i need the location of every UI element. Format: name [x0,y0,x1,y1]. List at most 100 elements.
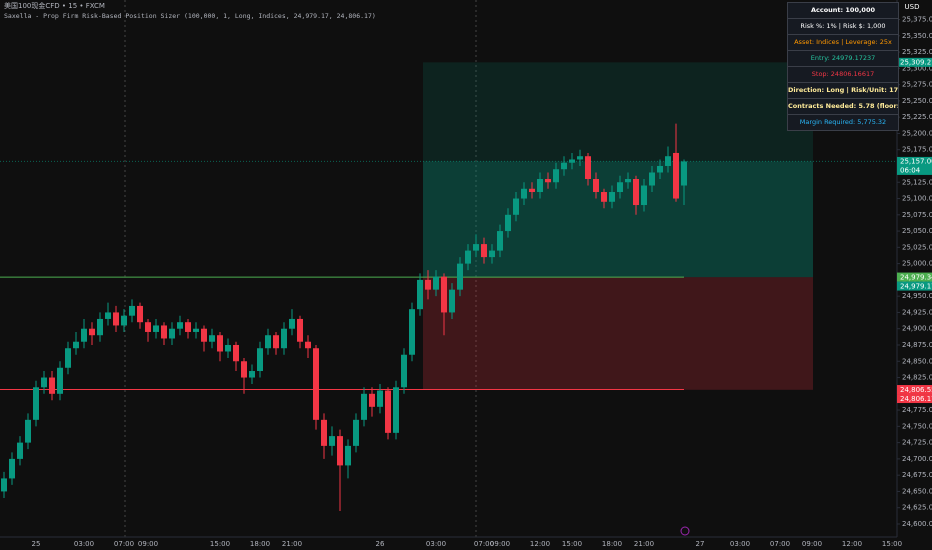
price-label-bg [897,385,932,395]
event-icon[interactable] [680,526,690,536]
candle-body [625,179,631,183]
price-label-bg [897,156,932,175]
y-tick-label: 25,175.00 [902,146,932,154]
profit-zone [423,161,813,278]
candle-body [129,305,135,316]
x-tick-label: 07:00 [770,540,790,548]
candle-body [561,162,567,170]
price-label: 24,979.17 [900,282,932,290]
price-label: 24,806.17 [900,395,932,403]
profit-zone [423,62,813,162]
candle-body [521,188,527,199]
candle-body [649,172,655,186]
x-tick-label: 18:00 [602,540,622,548]
candle-body [25,419,31,443]
x-tick-label: 25 [32,540,41,548]
y-tick-label: 24,625.00 [902,504,932,512]
candle-body [553,169,559,183]
candle-body [633,179,639,206]
y-tick-label: 24,850.00 [902,357,932,365]
candle-body [169,328,175,339]
y-tick-label: 25,200.00 [902,129,932,137]
y-tick-label: 24,900.00 [902,325,932,333]
y-tick-label: 25,050.00 [902,227,932,235]
indicator-title: Saxella - Prop Firm Risk-Based Position … [4,12,376,20]
candle-body [465,250,471,264]
y-tick-label: 25,075.00 [902,211,932,219]
candle-body [297,318,303,342]
x-tick-label: 15:00 [210,540,230,548]
candle-body [609,192,615,202]
candle-body [441,276,447,313]
candle-body [105,312,111,319]
candle-body [577,156,583,160]
y-tick-label: 24,950.00 [902,292,932,300]
price-label-bg [897,57,932,67]
info-row: Margin Required: 5,775.32 [799,118,887,126]
x-tick-label: 21:00 [634,540,654,548]
price-label-bg [897,281,932,291]
y-tick-label: 24,725.00 [902,439,932,447]
x-tick-label: 09:00 [138,540,158,548]
info-row: Risk %: 1% | Risk $: 1,000 [788,19,898,35]
candle-body [121,315,127,326]
y-tick-label: 25,325.00 [902,48,932,56]
x-tick-label: 12:00 [842,540,862,548]
info-panel: Account: 100,000 Risk %: 1% | Risk $: 1,0… [787,2,899,131]
candle-body [369,393,375,407]
x-tick-label: 07:00 [474,540,494,548]
candle-body [313,348,319,420]
candle-body [73,341,79,349]
candle-body [417,279,423,310]
candle-body [537,179,543,193]
y-tick-label: 25,125.00 [902,178,932,186]
x-tick-label: 27 [696,540,705,548]
candle-body [401,354,407,388]
y-tick-label: 25,375.00 [902,16,932,24]
candle-body [513,198,519,215]
y-tick-label: 24,650.00 [902,487,932,495]
loss-zone [423,277,813,390]
candle-body [481,244,487,258]
candle-body [497,231,503,251]
candle-body [81,328,87,342]
candle-body [97,318,103,336]
candle-body [177,322,183,329]
y-tick-label: 25,300.00 [902,64,932,72]
candle-body [425,279,431,290]
y-tick-label: 24,925.00 [902,308,932,316]
candle-body [193,328,199,332]
candle-body [17,442,23,459]
x-tick-label: 03:00 [730,540,750,548]
x-tick-label: 09:00 [490,540,510,548]
price-label: 24,979.34 [900,273,932,281]
candle-body [593,179,599,193]
y-tick-label: 25,350.00 [902,32,932,40]
candle-body [449,289,455,313]
info-row: Asset: Indices | Leverage: 25x [788,35,898,51]
candle-body [345,445,351,466]
x-tick-label: 21:00 [282,540,302,548]
candle-body [377,390,383,407]
y-tick-label: 24,825.00 [902,374,932,382]
price-label-bg [897,394,932,404]
candle-body [673,152,679,199]
candle-body [233,344,239,362]
price-label: 25,309.21 [900,59,932,67]
candle-body [289,318,295,329]
candle-body [545,179,551,183]
x-tick-label: 03:00 [426,540,446,548]
candle-body [89,328,95,336]
candle-body [361,393,367,420]
y-tick-label: 25,225.00 [902,113,932,121]
price-label-bg [897,272,932,282]
candle-body [305,341,311,349]
candle-body [9,458,15,479]
candle-body [457,263,463,290]
candle-body [617,182,623,193]
candle-body [433,276,439,290]
info-row: Contracts Needed: 5.78 (floor: 5) [788,99,898,115]
x-tick-label: 03:00 [74,540,94,548]
